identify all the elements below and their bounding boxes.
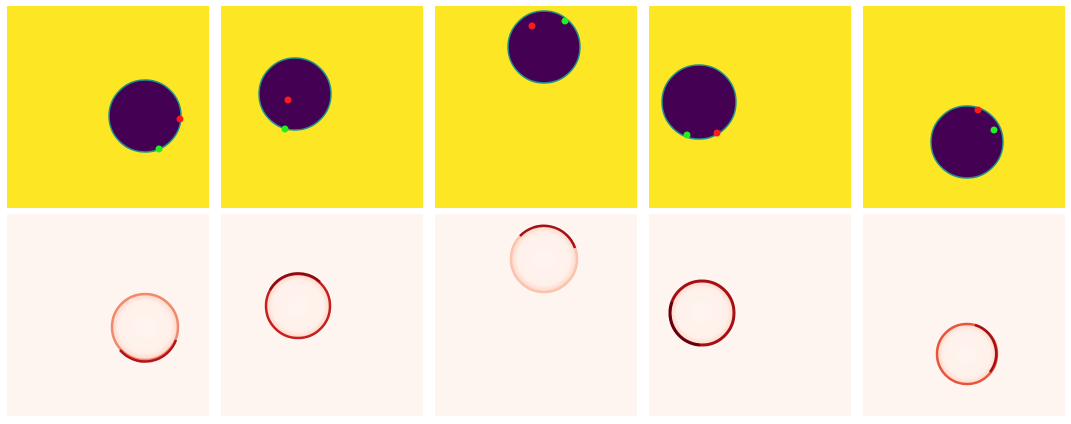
edge-ring-strong	[974, 323, 998, 373]
green-point	[561, 17, 569, 25]
mask-circle	[507, 10, 581, 84]
green-point	[155, 145, 163, 153]
red-point	[528, 22, 536, 30]
heatmap-panel	[7, 214, 209, 416]
red-point	[974, 106, 982, 114]
red-point	[284, 96, 292, 104]
red-point	[176, 115, 184, 123]
mask-row	[7, 6, 1065, 208]
heatmap-panel	[863, 214, 1065, 416]
edge-ring-strong	[268, 272, 321, 291]
red-point	[713, 129, 721, 137]
mask-circle	[258, 57, 332, 131]
mask-circle	[661, 64, 737, 140]
green-point	[990, 126, 998, 134]
heatmap-row	[7, 214, 1065, 416]
edge-ring-strong	[668, 301, 701, 347]
green-point	[683, 131, 691, 139]
green-point	[281, 125, 289, 133]
edge-ring-strong	[119, 339, 178, 363]
mask-circle	[108, 79, 182, 153]
edge-ring-strong	[519, 224, 577, 249]
mask-circle	[930, 105, 1004, 179]
edge-ring	[110, 292, 180, 362]
